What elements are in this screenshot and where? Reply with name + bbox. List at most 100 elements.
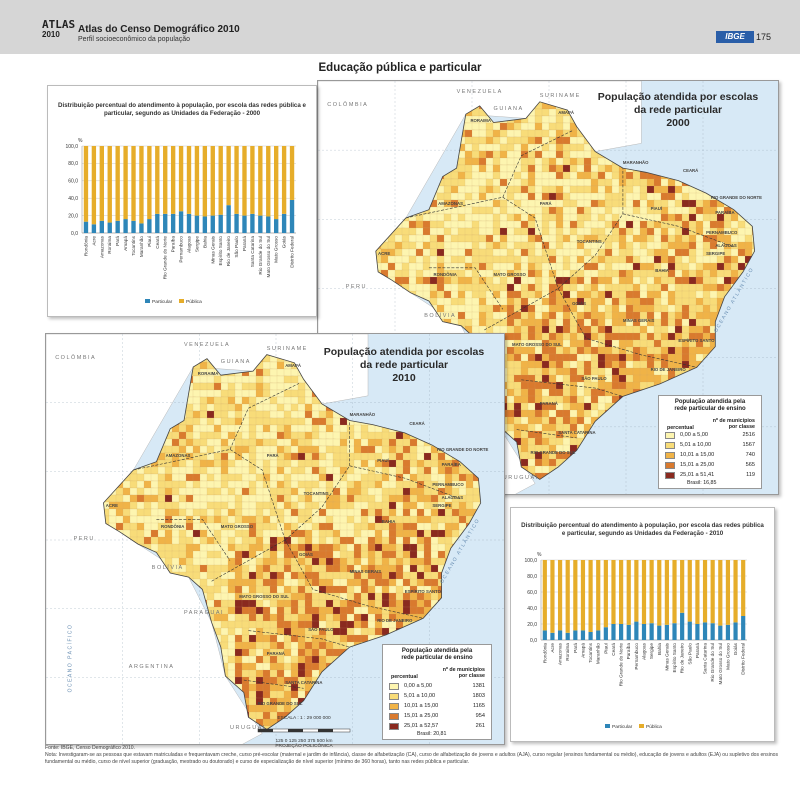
municipality	[730, 262, 740, 272]
municipality	[471, 318, 481, 328]
municipality	[681, 269, 691, 279]
municipality	[576, 388, 586, 398]
municipality	[654, 494, 662, 495]
municipality	[681, 185, 691, 195]
municipality	[541, 297, 551, 307]
municipality	[646, 227, 656, 237]
municipality	[709, 269, 719, 279]
municipality	[625, 199, 635, 209]
municipality	[570, 494, 578, 495]
municipality	[513, 381, 523, 391]
state-label-para: PARÁ	[539, 201, 552, 207]
municipality	[534, 360, 544, 370]
municipality	[590, 290, 600, 300]
municipality	[695, 276, 705, 286]
municipality	[478, 304, 488, 314]
municipality	[667, 353, 677, 363]
municipality	[513, 353, 523, 363]
municipality	[653, 248, 663, 258]
municipality	[394, 269, 404, 279]
municipality	[632, 178, 642, 188]
municipality	[674, 241, 684, 251]
municipality	[660, 248, 670, 258]
bar-particular-amapa	[123, 219, 128, 233]
municipality	[625, 227, 635, 237]
municipality	[555, 437, 565, 447]
municipality	[527, 360, 537, 370]
municipality	[576, 409, 586, 419]
municipality	[632, 269, 642, 279]
municipality	[688, 346, 698, 356]
municipality	[485, 318, 495, 328]
x-tick-label: Distrito Federal	[290, 236, 295, 268]
legend-class-count: 2516	[742, 432, 755, 438]
municipality	[611, 325, 621, 335]
municipality	[541, 388, 551, 398]
country-label-colombia: COLÔMBIA	[327, 101, 369, 108]
legend-row: 15,01 a 25,00 565	[665, 462, 755, 470]
municipality	[709, 213, 719, 223]
municipality	[534, 269, 544, 279]
municipality	[555, 353, 565, 363]
municipality	[485, 276, 495, 286]
municipality	[569, 283, 579, 293]
legend-col-percent: percentual	[667, 425, 694, 431]
municipality	[737, 241, 747, 251]
municipality	[667, 311, 677, 321]
municipality	[660, 332, 670, 342]
municipality	[513, 297, 523, 307]
municipality	[611, 290, 621, 300]
municipality	[681, 241, 691, 251]
municipality	[597, 206, 607, 216]
municipality	[660, 346, 670, 356]
page-number: 175	[756, 32, 772, 42]
municipality	[625, 241, 635, 251]
municipality	[632, 255, 642, 265]
map-2000-title-line3: 2000	[666, 117, 690, 129]
municipality	[541, 367, 551, 377]
municipality	[548, 304, 558, 314]
municipality	[604, 297, 614, 307]
chart-2000-panel: Distribuição percentual do atendimento à…	[47, 85, 317, 317]
municipality	[653, 178, 663, 188]
municipality	[611, 374, 621, 384]
municipality	[597, 227, 607, 237]
bar-particular-rio-grande-do-norte	[163, 213, 168, 233]
municipality	[639, 339, 649, 349]
logo-top-text: ATLAS	[42, 18, 76, 31]
page-header: ATLAS 2010 Atlas do Censo Demográfico 20…	[0, 0, 800, 54]
municipality	[604, 248, 614, 258]
y-unit-label: %	[78, 138, 83, 144]
bar-particular-para	[115, 220, 120, 233]
municipality	[583, 339, 593, 349]
municipality	[422, 276, 432, 286]
municipality	[534, 304, 544, 314]
municipality	[625, 220, 635, 230]
municipality	[513, 311, 523, 321]
municipality	[583, 395, 593, 405]
x-tick-label: Amazonas	[99, 235, 104, 258]
municipality	[681, 192, 691, 202]
municipality	[555, 416, 565, 426]
municipality	[534, 458, 544, 468]
municipality	[534, 325, 544, 335]
x-tick-label: Espírito Santo	[218, 236, 223, 266]
bar-publica-sergipe	[194, 146, 200, 216]
municipality	[548, 346, 558, 356]
municipality	[597, 353, 607, 363]
municipality	[583, 360, 593, 370]
state-label-sergipe: SERGIPE	[706, 251, 726, 257]
ibge-logo: IBGE	[716, 31, 754, 43]
bar-publica-roraima	[107, 146, 112, 223]
municipality	[534, 318, 544, 328]
municipality	[702, 199, 712, 209]
municipality	[598, 494, 606, 495]
municipality	[639, 332, 649, 342]
municipality	[562, 283, 572, 293]
municipality	[513, 325, 523, 335]
municipality	[548, 430, 558, 440]
municipality	[618, 255, 628, 265]
municipality	[478, 311, 488, 321]
municipality	[681, 346, 691, 356]
municipality	[744, 234, 754, 244]
